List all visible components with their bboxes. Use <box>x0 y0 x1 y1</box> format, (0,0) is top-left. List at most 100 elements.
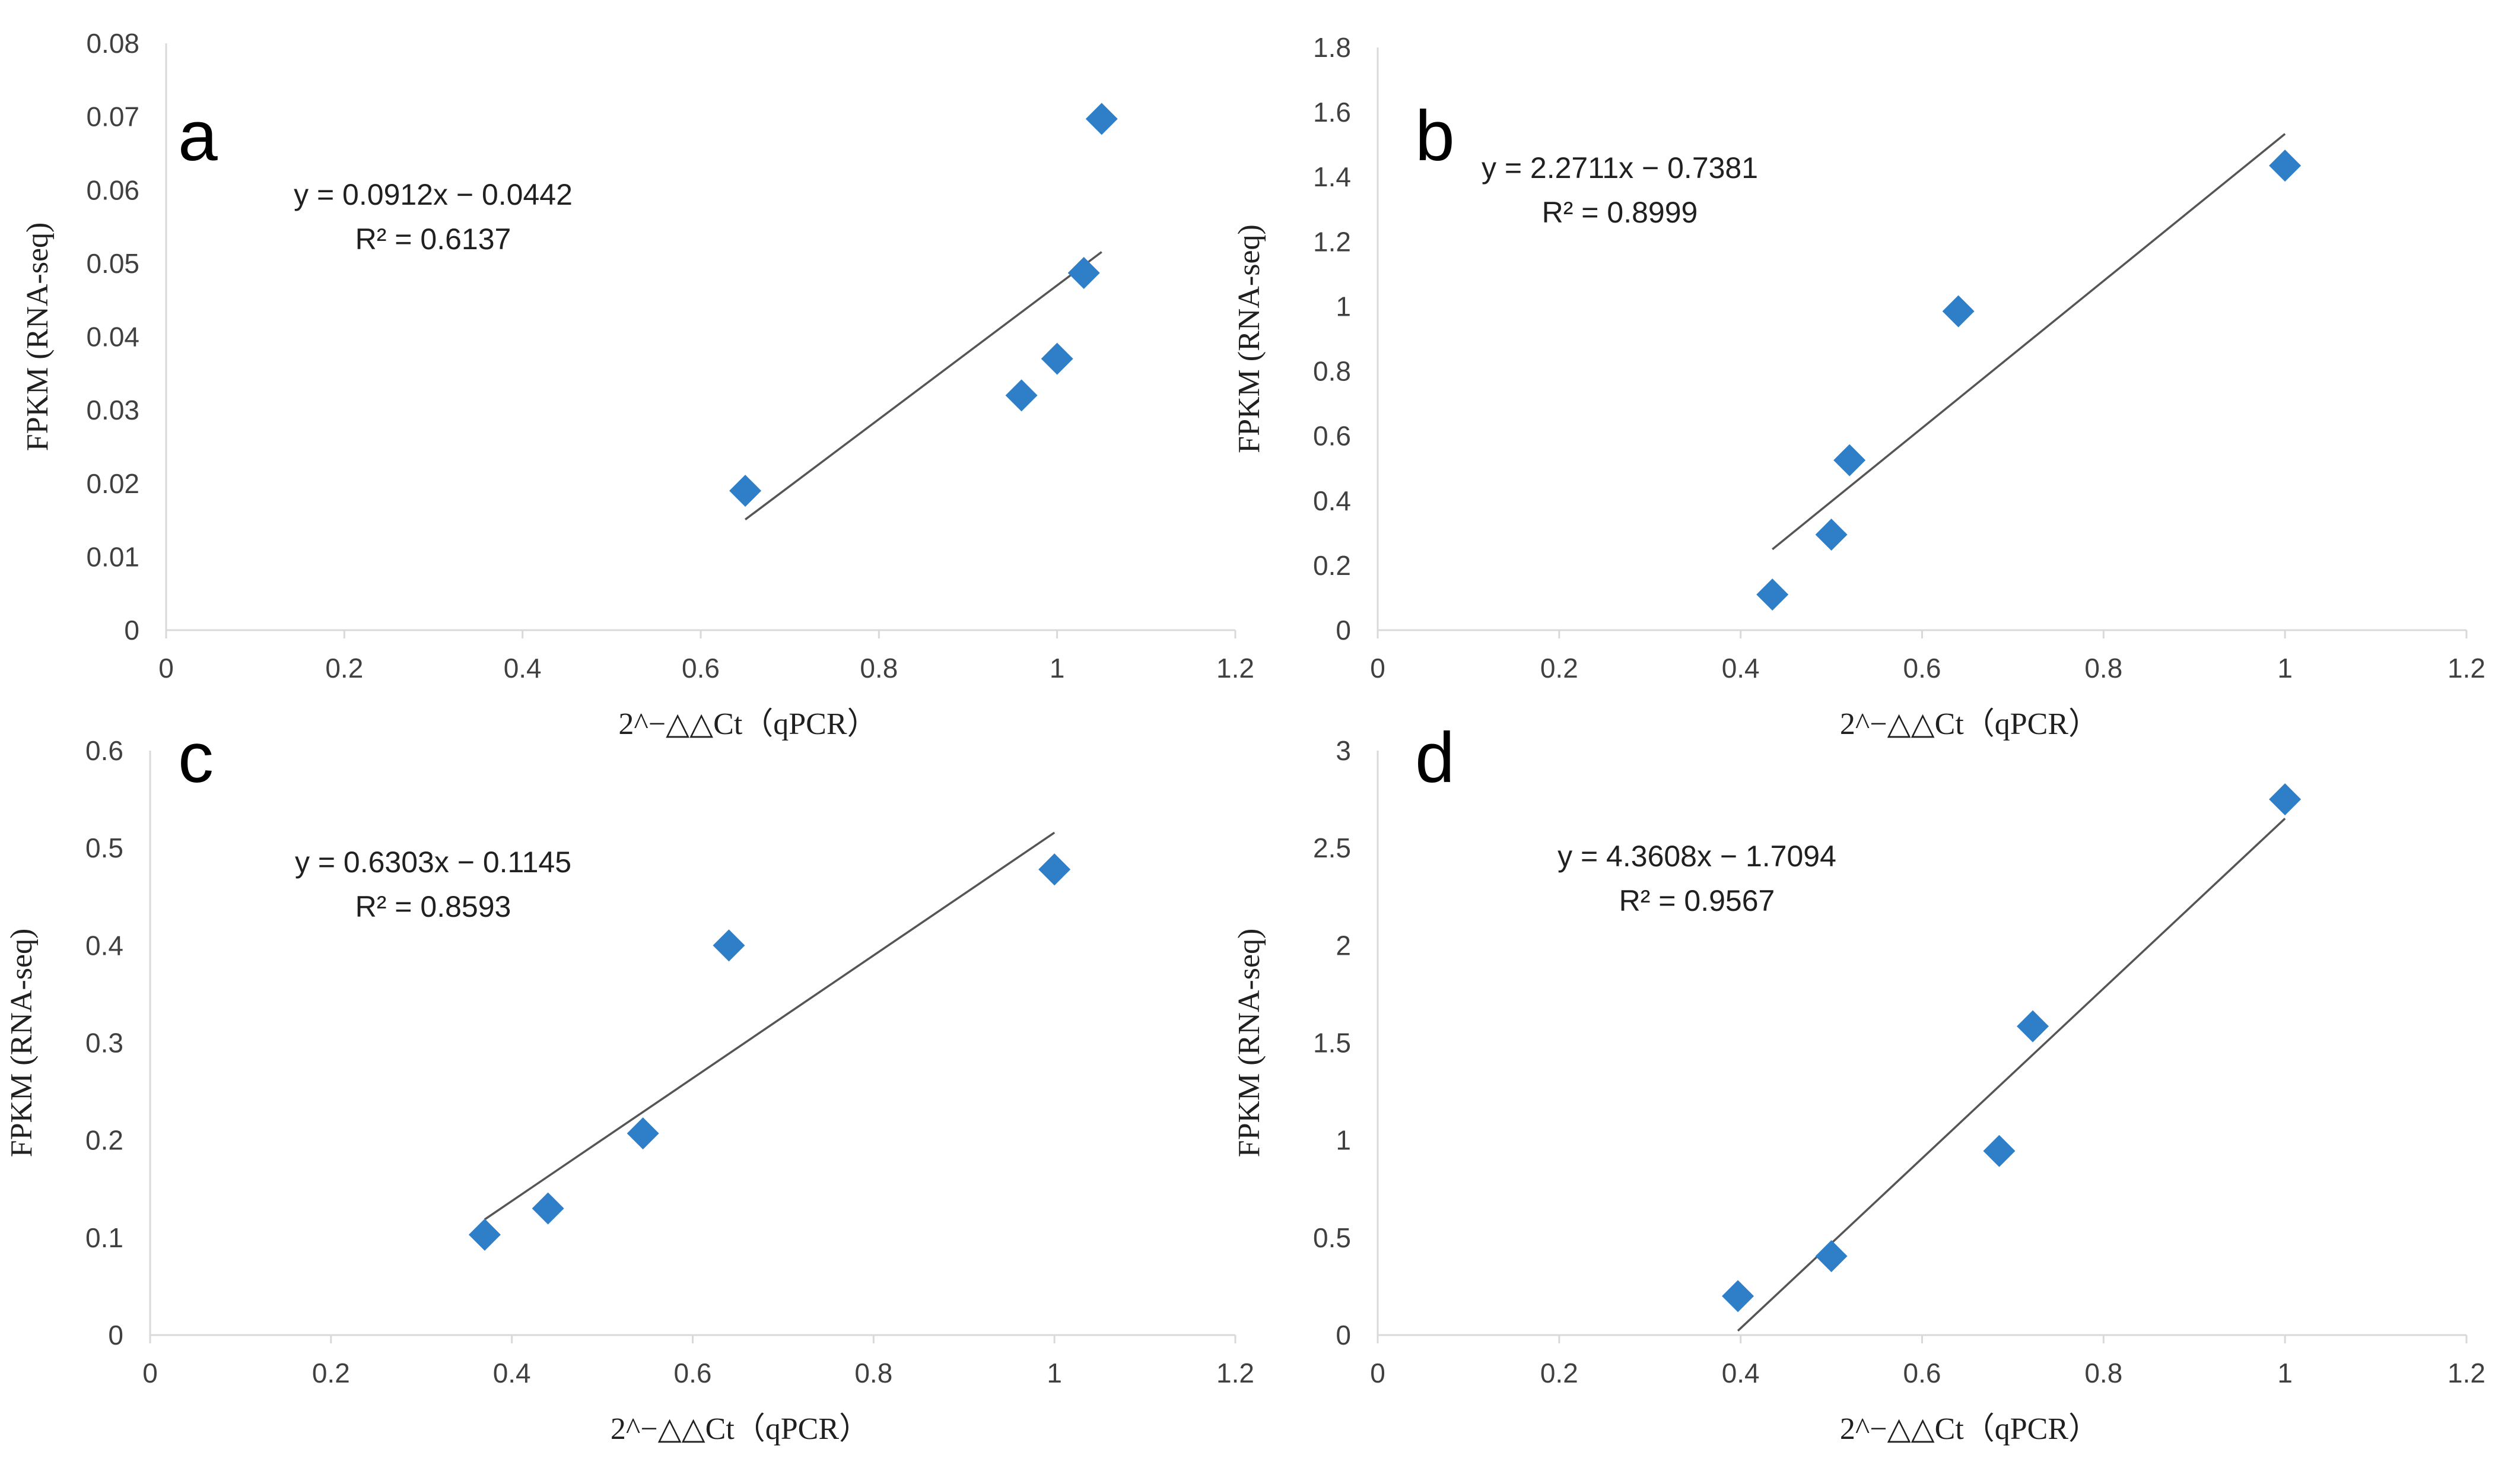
panel-c-y-tick-label: 0.1 <box>85 1222 123 1253</box>
panel-d-data-point <box>1983 1135 2016 1167</box>
panel-d-x-axis-title: 2^−△△Ct（qPCR） <box>1840 1412 2099 1446</box>
panel-b-y-tick-label: 1.2 <box>1313 226 1351 257</box>
panel-a-data-point <box>1041 342 1073 375</box>
panel-b-data-point <box>1756 578 1789 611</box>
panel-d-y-tick-label: 2 <box>1336 930 1351 961</box>
panel-c-data-point <box>1038 853 1071 886</box>
panel-a: 0 0.01 0.02 0.03 0.04 0.05 0.06 0.07 0.08 0 0.2 0.4… <box>21 28 1254 741</box>
panel-c-x-tick-label: 1 <box>1047 1358 1062 1388</box>
panel-a-data-point <box>1085 103 1118 135</box>
panel-d-y-tick-label: 0.5 <box>1313 1222 1351 1253</box>
panel-b-y-tick-label: 0.4 <box>1313 485 1351 516</box>
panel-b-x-tick-label: 1 <box>2277 653 2293 684</box>
panel-c-letter: c <box>178 718 214 797</box>
panel-a-y-tick-label: 0.07 <box>86 101 139 132</box>
panel-c-trendline <box>484 831 1056 1221</box>
panel-d-y-tick-label: 2.5 <box>1313 832 1351 863</box>
panel-a-x-tick-label: 0.6 <box>682 653 720 684</box>
panel-c-x-axis-title: 2^−△△Ct（qPCR） <box>611 1412 870 1446</box>
panel-c-y-tick-label: 0 <box>108 1320 123 1350</box>
panel-a-letter: a <box>178 96 218 176</box>
panel-a-x-tick-label: 1 <box>1050 653 1065 684</box>
panel-d-x-tick-label: 0.2 <box>1540 1358 1578 1388</box>
panel-d-y-tick-label: 3 <box>1336 735 1351 766</box>
panel-d-data-point <box>1815 1240 1848 1273</box>
panel-a-trendline <box>745 251 1102 520</box>
panel-d-x-tick-label: 0 <box>1370 1358 1385 1388</box>
panel-b-data-point <box>1815 519 1848 551</box>
panel-b-x-axis-title: 2^−△△Ct（qPCR） <box>1840 707 2099 741</box>
panel-a-data-point <box>1067 256 1100 289</box>
panel-c-x-tick-label: 0.4 <box>493 1358 531 1388</box>
panel-d-x-tick-label: 1.2 <box>2447 1358 2485 1388</box>
panel-b-x-tick-label: 0.8 <box>2084 653 2122 684</box>
panel-d-x-tick-label: 0.6 <box>1903 1358 1941 1388</box>
panel-d-letter: d <box>1415 718 1455 797</box>
panel-a-data-point <box>729 475 762 507</box>
panel-a-y-tick-label: 0.02 <box>86 468 139 499</box>
panel-d: 0 0.5 1 1.5 2 2.5 3 0 0.2 0.4 0.6 0.8 1 1.2 2^−△△Ct（qP… <box>1232 718 2485 1446</box>
panel-b-y-tick-label: 1.8 <box>1313 32 1351 63</box>
panel-b-y-tick-label: 1.4 <box>1313 161 1351 192</box>
panel-d-x-tick-label: 1 <box>2277 1358 2293 1388</box>
panel-c-y-tick-label: 0.6 <box>85 735 123 766</box>
panel-b-x-tick-label: 1.2 <box>2447 653 2485 684</box>
panel-a-x-tick-label: 0.4 <box>504 653 542 684</box>
panel-b-y-tick-label: 0.8 <box>1313 356 1351 387</box>
panel-a-y-tick-label: 0.06 <box>86 174 139 205</box>
panel-c-data-point <box>627 1117 659 1150</box>
panel-c-y-axis-title: FPKM (RNA-seq) <box>5 929 39 1158</box>
panel-b-data-point <box>2269 150 2302 182</box>
panel-b-y-tick-label: 0.2 <box>1313 550 1351 581</box>
panel-a-data-point <box>1005 379 1038 412</box>
panel-a-y-tick-label: 0.05 <box>86 248 139 279</box>
panel-b-data-point <box>1833 444 1866 476</box>
panel-b-y-tick-label: 0 <box>1336 615 1351 646</box>
panel-b-letter: b <box>1415 96 1455 176</box>
panel-c-y-tick-label: 0.3 <box>85 1028 123 1059</box>
panel-a-y-tick-label: 0.03 <box>86 395 139 425</box>
panel-b-equation: y = 2.2711x − 0.7381 <box>1482 151 1758 185</box>
panel-c-r-squared: R² = 0.8593 <box>355 890 511 923</box>
panel-d-y-tick-label: 0 <box>1336 1320 1351 1350</box>
panel-d-y-tick-label: 1 <box>1336 1125 1351 1156</box>
panel-c: 0 0.1 0.2 0.3 0.4 0.5 0.6 0 0.2 0.4 0.6 0.8 1 1.2 2^−△… <box>5 718 1254 1446</box>
panel-a-y-tick-label: 0 <box>124 615 139 646</box>
panel-c-x-tick-label: 0.2 <box>312 1358 350 1388</box>
panel-d-y-tick-label: 1.5 <box>1313 1028 1351 1059</box>
panel-b-y-axis-title: FPKM (RNA-seq) <box>1232 224 1266 453</box>
panel-c-y-tick-label: 0.4 <box>85 930 123 961</box>
panel-c-data-point <box>468 1218 501 1251</box>
panel-a-x-tick-label: 0.8 <box>860 653 898 684</box>
panel-d-equation: y = 4.3608x − 1.7094 <box>1557 840 1836 873</box>
panel-c-data-point <box>713 929 745 962</box>
panel-d-r-squared: R² = 0.9567 <box>1619 884 1775 917</box>
panel-a-x-tick-label: 0.2 <box>325 653 363 684</box>
panel-c-equation: y = 0.6303x − 0.1145 <box>295 846 571 879</box>
panel-d-data-point <box>2269 783 2302 816</box>
panel-b-y-tick-label: 0.6 <box>1313 421 1351 452</box>
panel-c-x-tick-label: 0 <box>142 1358 158 1388</box>
panel-c-x-tick-label: 0.6 <box>674 1358 712 1388</box>
panel-b-x-tick-label: 0 <box>1370 653 1385 684</box>
panel-d-data-point <box>1722 1280 1754 1313</box>
panel-c-y-tick-label: 0.2 <box>85 1125 123 1156</box>
panel-b-r-squared: R² = 0.8999 <box>1542 196 1698 229</box>
panel-b-y-tick-label: 1.6 <box>1313 97 1351 128</box>
panel-a-r-squared: R² = 0.6137 <box>355 223 511 256</box>
panel-c-data-point <box>532 1192 564 1225</box>
panel-b-x-tick-label: 0.4 <box>1722 653 1760 684</box>
panel-a-x-axis-title: 2^−△△Ct（qPCR） <box>618 707 878 741</box>
panel-a-equation: y = 0.0912x − 0.0442 <box>294 178 573 211</box>
panel-a-y-axis-title: FPKM (RNA-seq) <box>21 223 55 452</box>
panel-b-y-tick-label: 1 <box>1336 291 1351 322</box>
panel-c-x-tick-label: 0.8 <box>854 1358 892 1388</box>
panel-b-x-tick-label: 0.2 <box>1540 653 1578 684</box>
panel-a-x-tick-label: 0 <box>158 653 174 684</box>
panel-c-x-tick-label: 1.2 <box>1216 1358 1254 1388</box>
panel-b-x-tick-label: 0.6 <box>1903 653 1941 684</box>
panel-d-x-tick-label: 0.8 <box>2084 1358 2122 1388</box>
panel-b-data-point <box>1942 295 1975 328</box>
